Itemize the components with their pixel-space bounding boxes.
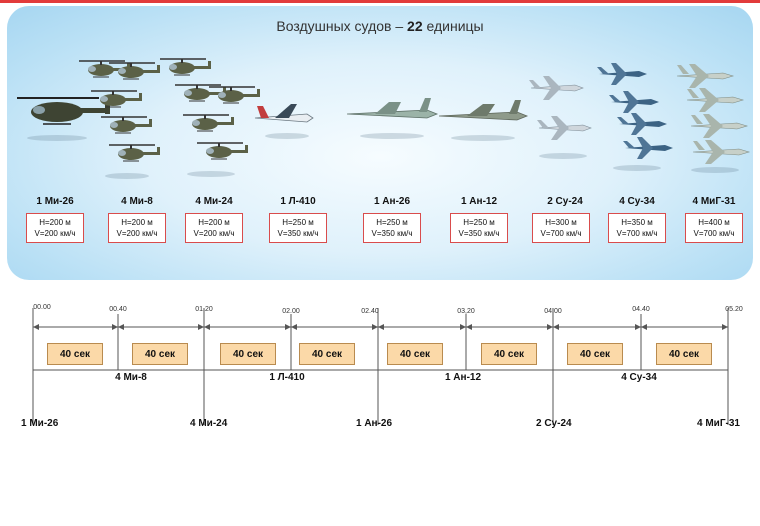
spec-box-8: H=350 м V=700 км/ч xyxy=(608,213,666,243)
an12-plane xyxy=(438,100,529,121)
tick-label-6: 03,20 xyxy=(457,308,475,315)
bottom-label-2: 4 Ми-24 xyxy=(190,418,228,429)
tick-label-1: 00.00 xyxy=(33,304,51,311)
aircraft-label-3: 4 Ми-24 xyxy=(195,196,233,207)
spec-box-1: H=200 м V=200 км/ч xyxy=(26,213,84,243)
tick-label-7: 04.00 xyxy=(544,308,562,315)
bottom-label-1: 1 Ми-26 xyxy=(21,418,59,429)
tick-label-4: 02.00 xyxy=(282,308,300,315)
spec-box-9: H=400 м V=700 км/ч xyxy=(685,213,743,243)
segment-box-8: 40 сек xyxy=(656,343,712,365)
aircraft-label-5: 1 Ан-26 xyxy=(373,196,411,207)
mig31-jets xyxy=(676,63,750,165)
segment-box-2: 40 сек xyxy=(132,343,188,365)
segment-box-5: 40 сек xyxy=(387,343,443,365)
an26-plane xyxy=(346,98,439,119)
timeline: 00.00 00.40 01.20 02.00 02.40 03,20 04.0… xyxy=(0,290,760,450)
segment-box-3: 40 сек xyxy=(220,343,276,365)
aircraft-label-4: 1 Л-410 xyxy=(280,196,316,207)
segment-box-6: 40 сек xyxy=(481,343,537,365)
aircraft-illustrations xyxy=(16,58,750,179)
bottom-label-3: 1 Ан-26 xyxy=(356,418,393,429)
group-label-1: 4 Ми-8 xyxy=(115,372,147,383)
su24-jets xyxy=(528,75,592,141)
panel-title: Воздушных судов – 22 единицы xyxy=(276,18,484,34)
spec-box-5: H=250 м V=350 км/ч xyxy=(363,213,421,243)
segment-box-4: 40 сек xyxy=(299,343,355,365)
aircraft-label-2: 4 Ми-8 xyxy=(121,196,153,207)
aircraft-label-1: 1 Ми-26 xyxy=(36,196,74,207)
group-label-3: 1 Ан-12 xyxy=(444,372,482,383)
tick-label-9: 05.20 xyxy=(725,306,743,313)
su34-jets xyxy=(597,63,673,159)
mi24-helicopters xyxy=(159,58,261,160)
tick-label-8: 04.40 xyxy=(632,306,650,313)
segment-box-1: 40 сек xyxy=(47,343,103,365)
aircraft-panel: Воздушных судов – 22 единицы xyxy=(7,6,753,280)
spec-box-2: H=200 м V=200 км/ч xyxy=(108,213,166,243)
tick-label-2: 00.40 xyxy=(109,306,127,313)
segment-box-7: 40 сек xyxy=(567,343,623,365)
spec-box-6: H=250 м V=350 км/ч xyxy=(450,213,508,243)
spec-box-3: H=200 м V=200 км/ч xyxy=(185,213,243,243)
timeline-lines xyxy=(32,308,729,425)
tick-label-5: 02.40 xyxy=(361,308,379,315)
group-label-2: 1 Л-410 xyxy=(269,372,305,383)
aircraft-label-9: 4 МиГ-31 xyxy=(692,196,736,207)
aircraft-label-6: 1 Ан-12 xyxy=(460,196,498,207)
aircraft-label-7: 2 Су-24 xyxy=(547,196,583,207)
tick-label-3: 01.20 xyxy=(195,306,213,313)
group-label-4: 4 Су-34 xyxy=(621,372,657,383)
spec-box-7: H=300 м V=700 км/ч xyxy=(532,213,590,243)
spec-box-4: H=250 м V=350 км/ч xyxy=(269,213,327,243)
top-accent-line xyxy=(0,0,760,3)
bottom-label-5: 4 МиГ-31 xyxy=(697,418,740,429)
aircraft-label-8: 4 Су-34 xyxy=(619,196,655,207)
ground-shadows xyxy=(27,133,739,179)
l410-plane xyxy=(254,104,314,123)
bottom-label-4: 2 Су-24 xyxy=(536,418,572,429)
mi26-helicopter xyxy=(16,97,111,125)
